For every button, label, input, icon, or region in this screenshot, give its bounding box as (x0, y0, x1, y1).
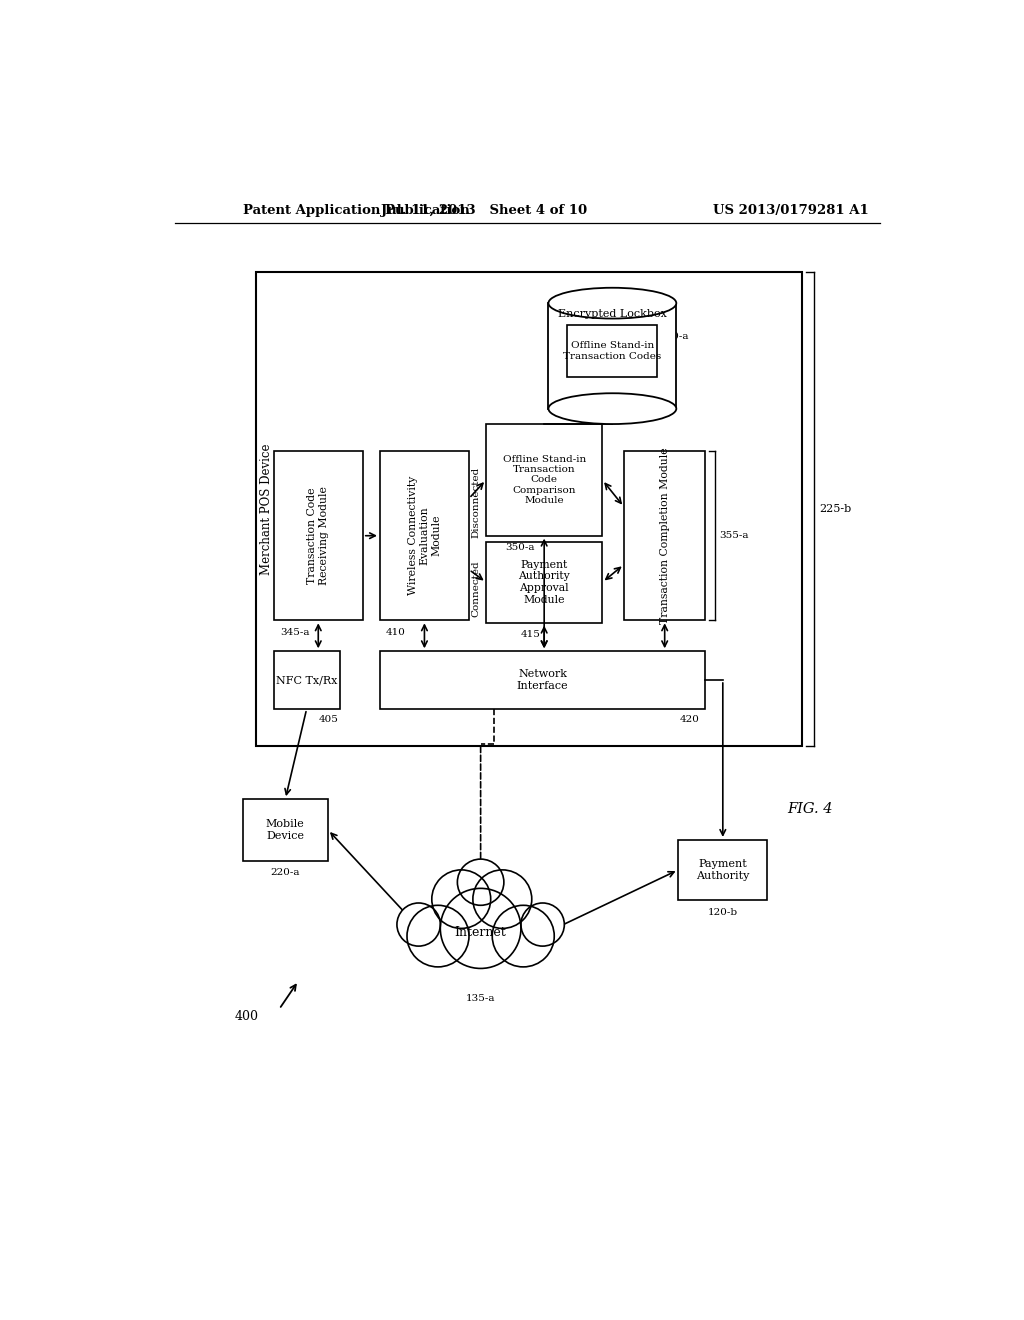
Text: Encrypted Lockbox: Encrypted Lockbox (558, 309, 667, 319)
FancyBboxPatch shape (486, 424, 602, 536)
FancyBboxPatch shape (256, 272, 802, 746)
Text: Offline Stand-in
Transaction Codes: Offline Stand-in Transaction Codes (563, 341, 662, 360)
Text: 345-a: 345-a (280, 628, 309, 638)
FancyBboxPatch shape (273, 451, 362, 620)
FancyBboxPatch shape (567, 325, 657, 378)
FancyBboxPatch shape (624, 451, 706, 620)
Text: NFC Tx/Rx: NFC Tx/Rx (275, 675, 337, 685)
Text: 220-a: 220-a (270, 869, 300, 878)
Ellipse shape (549, 393, 676, 424)
Text: Jul. 11, 2013   Sheet 4 of 10: Jul. 11, 2013 Sheet 4 of 10 (381, 205, 588, 218)
FancyBboxPatch shape (486, 543, 602, 623)
Text: Network
Interface: Network Interface (517, 669, 568, 690)
FancyBboxPatch shape (678, 840, 767, 900)
Text: Connected: Connected (471, 560, 480, 616)
Circle shape (397, 903, 440, 946)
Text: Offline Stand-in
Transaction
Code
Comparison
Module: Offline Stand-in Transaction Code Compar… (503, 454, 586, 506)
Bar (549, 304, 676, 409)
Circle shape (521, 903, 564, 946)
Text: Transaction Code
Receiving Module: Transaction Code Receiving Module (307, 486, 329, 585)
FancyBboxPatch shape (273, 651, 340, 709)
Text: Transaction Completion Module: Transaction Completion Module (659, 447, 670, 624)
Text: 405: 405 (318, 715, 338, 725)
Text: 360-a: 360-a (586, 412, 614, 421)
Text: Payment
Authority: Payment Authority (696, 859, 750, 880)
Circle shape (440, 888, 521, 969)
Circle shape (493, 906, 554, 966)
Text: Mobile
Device: Mobile Device (266, 818, 305, 841)
Text: 355-a: 355-a (719, 531, 749, 540)
Ellipse shape (549, 288, 676, 318)
Text: 400: 400 (234, 1010, 258, 1023)
Text: Wireless Connectivity
Evaluation
Module: Wireless Connectivity Evaluation Module (408, 477, 441, 595)
Text: Patent Application Publication: Patent Application Publication (243, 205, 469, 218)
Text: 225-b: 225-b (819, 504, 852, 513)
FancyBboxPatch shape (380, 451, 469, 620)
Circle shape (407, 906, 469, 966)
Text: 410: 410 (386, 628, 406, 638)
Text: 415: 415 (521, 631, 541, 639)
Text: 420: 420 (679, 715, 699, 725)
Text: 120-b: 120-b (708, 908, 738, 916)
Circle shape (473, 870, 531, 928)
Text: US 2013/0179281 A1: US 2013/0179281 A1 (713, 205, 868, 218)
Circle shape (458, 859, 504, 906)
Circle shape (432, 870, 490, 928)
FancyBboxPatch shape (243, 799, 328, 861)
Text: 350-a: 350-a (506, 544, 535, 552)
Text: 135-a: 135-a (466, 994, 496, 1003)
Text: Disconnected: Disconnected (471, 467, 480, 539)
Text: Payment
Authority
Approval
Module: Payment Authority Approval Module (518, 560, 570, 605)
Text: FIG. 4: FIG. 4 (787, 803, 833, 816)
FancyBboxPatch shape (380, 651, 706, 709)
Text: Internet: Internet (455, 925, 507, 939)
Text: 330-a: 330-a (659, 331, 689, 341)
Text: Merchant POS Device: Merchant POS Device (260, 444, 273, 576)
